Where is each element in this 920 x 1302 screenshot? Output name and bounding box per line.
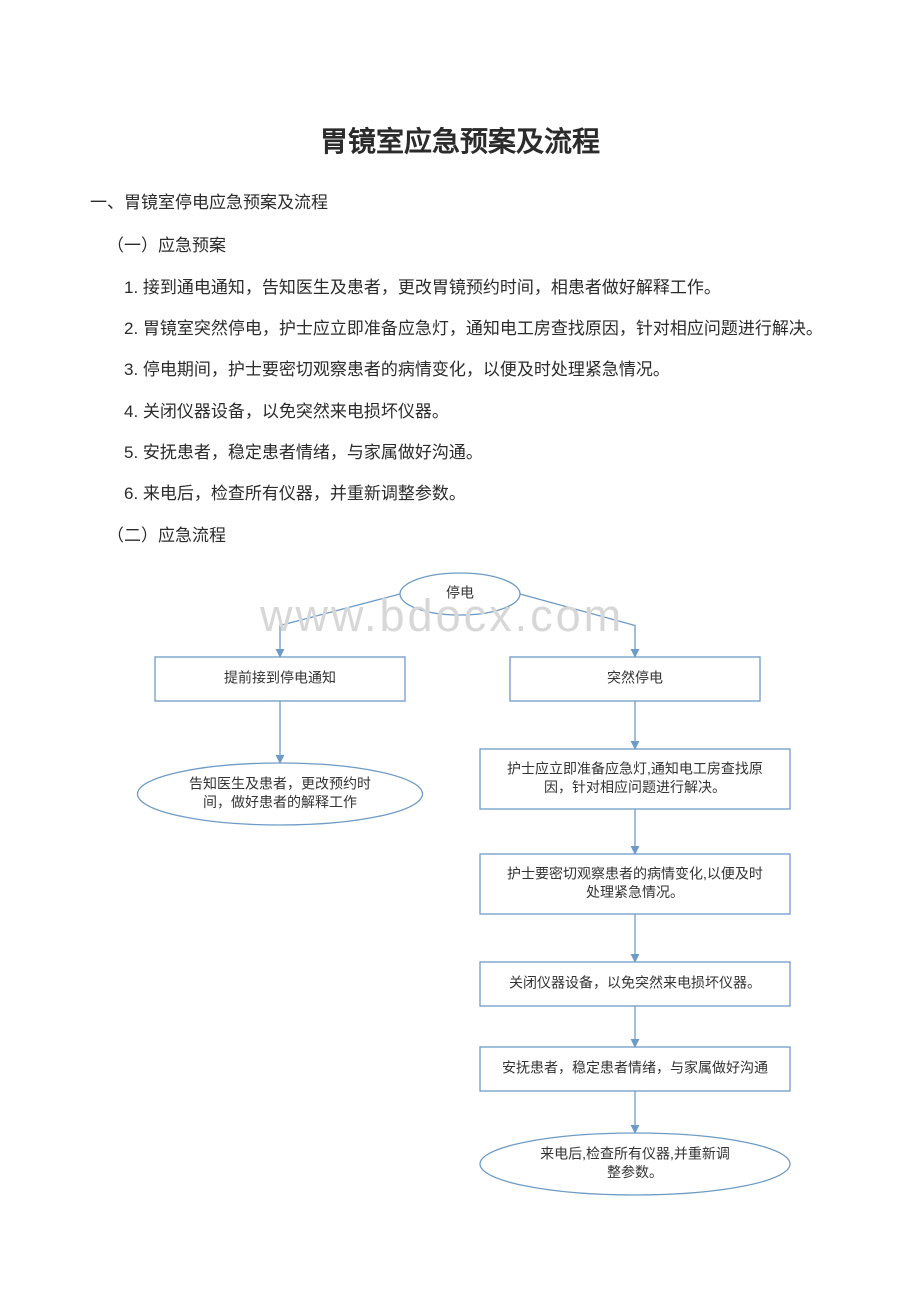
flowchart-node-label: 护士应立即准备应急灯,通知电工房查找原 xyxy=(507,760,763,776)
flowchart-node-label: 关闭仪器设备，以免突然来电损坏仪器。 xyxy=(509,975,761,991)
flowchart-edge xyxy=(280,594,400,657)
flowchart: 停电提前接到停电通知突然停电告知医生及患者，更改预约时间，做好患者的解释工作护士… xyxy=(90,564,830,1224)
sub-heading-2: （二）应急流程 xyxy=(90,521,830,546)
flowchart-node-label: 护士要密切观察患者的病情变化,以便及时 xyxy=(507,865,763,881)
flowchart-node-label: 因，针对相应问题进行解决。 xyxy=(544,779,726,795)
section-heading-1: 一、胃镜室停电应急预案及流程 xyxy=(90,188,830,213)
flowchart-node-label: 突然停电 xyxy=(607,670,663,686)
flowchart-node-label: 整参数。 xyxy=(607,1164,663,1180)
flowchart-node-label: 安抚患者，稳定患者情绪，与家属做好沟通 xyxy=(502,1060,768,1076)
paragraph-5: 5. 安抚患者，稳定患者情绪，与家属做好沟通。 xyxy=(90,439,830,466)
page-title: 胃镜室应急预案及流程 xyxy=(90,120,830,160)
flowchart-edge xyxy=(520,594,635,657)
flowchart-node-label: 来电后,检查所有仪器,并重新调 xyxy=(540,1145,730,1161)
paragraph-1: 1. 接到通电通知，告知医生及患者，更改胃镜预约时间，相患者做好解释工作。 xyxy=(90,274,830,301)
flowchart-node-label: 处理紧急情况。 xyxy=(586,884,684,900)
paragraph-3: 3. 停电期间，护士要密切观察患者的病情变化，以便及时处理紧急情况。 xyxy=(90,356,830,383)
flowchart-node-label: 间，做好患者的解释工作 xyxy=(203,794,357,810)
paragraph-2: 2. 胃镜室突然停电，护士应立即准备应急灯，通知电工房查找原因，针对相应问题进行… xyxy=(90,315,830,342)
document-page: 胃镜室应急预案及流程 一、胃镜室停电应急预案及流程 （一）应急预案 1. 接到通… xyxy=(0,0,920,1264)
paragraph-6: 6. 来电后，检查所有仪器，并重新调整参数。 xyxy=(90,480,830,507)
flowchart-node-label: 提前接到停电通知 xyxy=(224,670,336,686)
paragraph-4: 4. 关闭仪器设备，以免突然来电损坏仪器。 xyxy=(90,398,830,425)
flowchart-node-label: 停电 xyxy=(446,585,474,601)
flowchart-node-label: 告知医生及患者，更改预约时 xyxy=(189,775,371,791)
sub-heading-1: （一）应急预案 xyxy=(90,231,830,256)
